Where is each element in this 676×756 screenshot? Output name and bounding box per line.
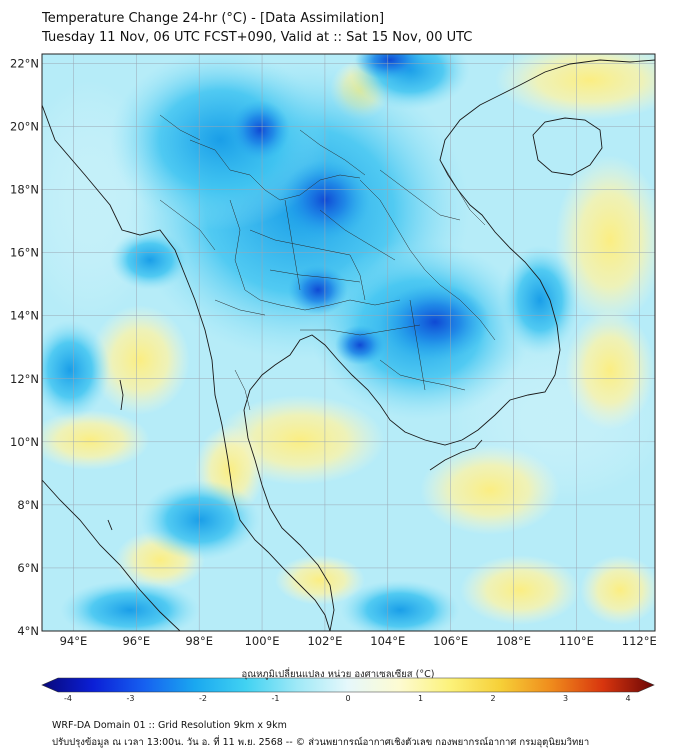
colorbar: -4 -3 -2 -1 0 1 2 3 4 bbox=[41, 677, 655, 703]
longitude-tick-label: 94°E bbox=[60, 634, 88, 648]
colorbar-bar bbox=[41, 677, 655, 693]
colorbar-tick-label: 1 bbox=[418, 694, 423, 703]
latitude-tick-label: 4°N bbox=[17, 624, 39, 638]
longitude-tick-label: 98°E bbox=[185, 634, 213, 648]
colorbar-tick-label: -2 bbox=[199, 694, 207, 703]
longitude-tick-label: 100°E bbox=[245, 634, 280, 648]
longitude-tick-label: 96°E bbox=[122, 634, 150, 648]
colorbar-ticks: -4 -3 -2 -1 0 1 2 3 4 bbox=[64, 694, 631, 703]
colorbar-tick-label: -1 bbox=[272, 694, 280, 703]
latitude-tick-label: 22°N bbox=[10, 56, 39, 70]
longitude-tick-label: 106°E bbox=[433, 634, 468, 648]
temperature-field bbox=[42, 54, 655, 631]
grid-lines bbox=[42, 54, 655, 631]
latitude-tick-label: 12°N bbox=[10, 372, 39, 386]
coastlines bbox=[42, 59, 655, 631]
colorbar-tick-label: -4 bbox=[64, 694, 72, 703]
longitude-tick-label: 112°E bbox=[622, 634, 657, 648]
latitude-tick-label: 10°N bbox=[10, 435, 39, 449]
province-borders bbox=[159, 114, 496, 411]
latitude-labels: 4°N 6°N 8°N 10°N 12°N 14°N 16°N 18°N 20°N 22°N bbox=[10, 56, 39, 638]
title-line-1: Temperature Change 24-hr (°C) - [Data As… bbox=[42, 11, 385, 26]
footer-line-2: ปรับปรุงข้อมูล ณ เวลา 13:00น. วัน อ. ที่… bbox=[52, 737, 590, 748]
latitude-tick-label: 8°N bbox=[17, 498, 39, 512]
map-frame bbox=[41, 53, 656, 632]
longitude-tick-label: 108°E bbox=[496, 634, 531, 648]
latitude-tick-label: 18°N bbox=[10, 183, 39, 197]
colorbar-tick-label: 0 bbox=[345, 694, 350, 703]
colorbar-tick-label: 3 bbox=[563, 694, 568, 703]
colorbar-title: อุณหภูมิเปลี่ยนแปลง หน่วย องศาเซลเซียส (… bbox=[241, 669, 435, 680]
colorbar-tick-label: -3 bbox=[127, 694, 135, 703]
latitude-tick-label: 6°N bbox=[17, 561, 39, 575]
longitude-labels: 94°E 96°E 98°E 100°E 102°E 104°E 106°E 108°E 110… bbox=[60, 634, 657, 648]
colorbar-tick-label: 2 bbox=[490, 694, 495, 703]
latitude-tick-label: 20°N bbox=[10, 120, 39, 134]
latitude-tick-label: 16°N bbox=[10, 246, 39, 260]
longitude-tick-label: 102°E bbox=[307, 634, 342, 648]
title-line-2: Tuesday 11 Nov, 06 UTC FCST+090, Valid a… bbox=[42, 30, 473, 45]
latitude-tick-label: 14°N bbox=[10, 309, 39, 323]
colorbar-tick-label: 4 bbox=[625, 694, 630, 703]
longitude-tick-label: 104°E bbox=[370, 634, 405, 648]
footer-line-1: WRF-DA Domain 01 :: Grid Resolution 9km … bbox=[52, 720, 287, 731]
longitude-tick-label: 110°E bbox=[559, 634, 594, 648]
